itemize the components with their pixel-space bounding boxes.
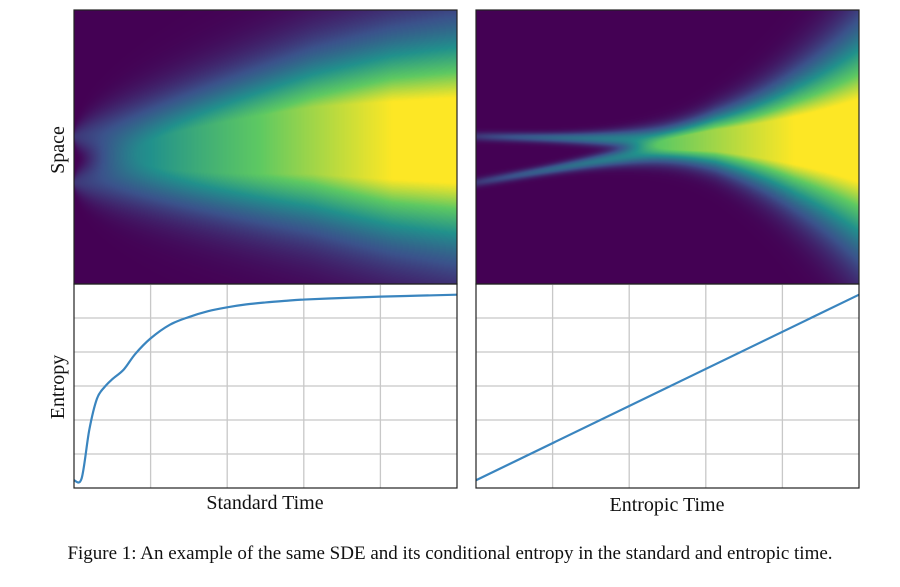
figure-caption: Figure 1: An example of the same SDE and… <box>67 543 833 564</box>
x-axis-label-entropic-time: Entropic Time <box>609 494 724 516</box>
entropy-standard-panel <box>73 283 458 489</box>
heatmap-entropic-panel <box>475 9 860 285</box>
x-axis-label-standard-time: Standard Time <box>206 492 323 514</box>
entropy-line <box>475 293 860 482</box>
plot-frame <box>475 283 860 489</box>
entropy-entropic-panel <box>475 283 860 489</box>
y-axis-label-entropy: Entropy <box>47 355 69 419</box>
plot-frame <box>73 283 458 489</box>
heatmap-standard-panel <box>73 9 458 285</box>
y-axis-label-space: Space <box>47 126 69 174</box>
entropy-line <box>73 293 458 484</box>
